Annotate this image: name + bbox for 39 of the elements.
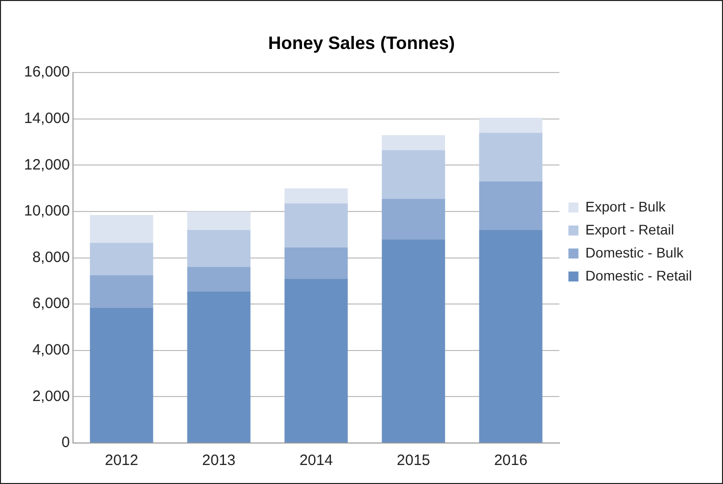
chart-title: Honey Sales (Tonnes) — [268, 32, 455, 53]
x-tick-label: 2014 — [299, 452, 333, 470]
x-tick-label: 2013 — [202, 452, 236, 470]
y-tick-label: 10,000 — [24, 202, 70, 220]
x-tick-label: 2015 — [396, 452, 430, 470]
bar — [284, 278, 348, 442]
y-tick-label: 8,000 — [32, 248, 70, 266]
bar — [90, 214, 154, 243]
x-tick-label: 2016 — [494, 452, 528, 470]
y-tick-label: 6,000 — [32, 295, 70, 312]
bar — [187, 267, 250, 292]
bar — [284, 203, 348, 248]
legend-label: Export - Bulk — [585, 198, 667, 214]
bar — [382, 198, 446, 240]
bar — [90, 308, 154, 442]
bar — [90, 275, 154, 308]
bar — [382, 150, 446, 199]
x-tick-label: 2012 — [104, 452, 138, 470]
bar — [187, 291, 250, 442]
bar — [284, 247, 348, 279]
y-tick-label: 0 — [62, 434, 70, 452]
bar — [382, 239, 446, 442]
bar — [90, 242, 154, 276]
y-tick-label: 14,000 — [24, 110, 70, 128]
bar — [479, 118, 542, 133]
legend-label: Domestic - Retail — [585, 267, 692, 284]
y-tick-label: 4,000 — [32, 342, 70, 359]
bar — [479, 230, 542, 442]
legend-label: Export - Retail — [585, 221, 674, 238]
y-tick-label: 12,000 — [24, 156, 70, 174]
bar — [479, 132, 542, 182]
bar — [187, 212, 250, 230]
bar — [187, 230, 250, 268]
legend-label: Domestic - Bulk — [585, 244, 684, 260]
bar — [479, 181, 542, 230]
y-tick-label: 16,000 — [24, 64, 70, 81]
y-tick-label: 2,000 — [32, 388, 70, 405]
bar — [382, 135, 446, 150]
bar — [284, 188, 348, 204]
